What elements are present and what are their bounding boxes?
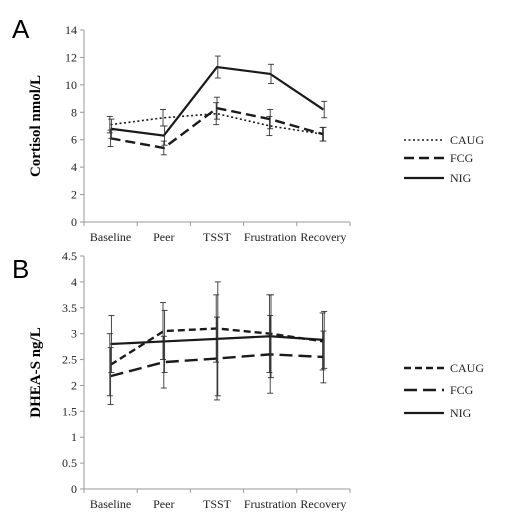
legend-label-fcg: FCG bbox=[450, 151, 474, 165]
x-tick-label: TSST bbox=[203, 497, 232, 511]
panel-label-a: A bbox=[12, 14, 30, 44]
x-tick-label: TSST bbox=[203, 230, 232, 244]
y-tick-label: 4 bbox=[71, 160, 77, 174]
series-line-fcg bbox=[110, 353, 324, 378]
y-axis-title: DHEA-S ng/L bbox=[28, 327, 44, 417]
y-tick-label: 1.5 bbox=[62, 404, 77, 418]
x-tick-label: Recovery bbox=[300, 497, 346, 511]
y-tick-label: 4 bbox=[71, 275, 77, 289]
legend-label-fcg: FCG bbox=[450, 383, 474, 397]
y-tick-label: 2 bbox=[71, 188, 77, 202]
y-tick-label: 6 bbox=[71, 133, 77, 147]
y-tick-label: 2 bbox=[71, 378, 77, 392]
legend-label-caug: CAUG bbox=[450, 133, 484, 147]
x-tick-label: Peer bbox=[153, 497, 174, 511]
x-tick-label: Baseline bbox=[90, 497, 131, 511]
cortisol-chart: 0 2 4 6 8 10 12 14 Baseline Peer TSST Frustration Re… bbox=[28, 23, 484, 244]
y-tick-label: 8 bbox=[71, 105, 77, 119]
y-tick-label: 2.5 bbox=[62, 353, 77, 367]
y-tick-label: 3 bbox=[71, 327, 77, 341]
x-tick-label: Peer bbox=[153, 230, 174, 244]
y-tick-label: 10 bbox=[65, 78, 77, 92]
y-tick-label: 0.5 bbox=[62, 456, 77, 470]
x-tick-label: Recovery bbox=[300, 230, 346, 244]
y-tick-label: 3.5 bbox=[62, 301, 77, 315]
series-line-nig bbox=[110, 335, 324, 346]
series-line-nig bbox=[110, 65, 325, 137]
y-tick-label: 0 bbox=[71, 215, 77, 229]
panel-label-b: B bbox=[12, 254, 29, 284]
y-tick-label: 14 bbox=[65, 23, 77, 37]
dhea-s-chart: 0 0.5 1 1.5 2 2.5 3 3.5 4 4.5 Baseline Peer TSST Frus… bbox=[28, 249, 484, 511]
legend-label-caug: CAUG bbox=[450, 361, 484, 375]
y-tick-label: 4.5 bbox=[62, 249, 77, 263]
y-tick-label: 1 bbox=[71, 430, 77, 444]
x-tick-label: Baseline bbox=[90, 230, 131, 244]
y-tick-label: 12 bbox=[65, 50, 77, 64]
y-tick-label: 0 bbox=[71, 482, 77, 496]
y-axis-title: Cortisol nmol/L bbox=[28, 75, 44, 177]
x-tick-label: Frustration bbox=[244, 230, 297, 244]
legend-label-nig: NIG bbox=[450, 171, 472, 185]
legend-label-nig: NIG bbox=[450, 406, 472, 420]
x-tick-label: Frustration bbox=[244, 497, 297, 511]
